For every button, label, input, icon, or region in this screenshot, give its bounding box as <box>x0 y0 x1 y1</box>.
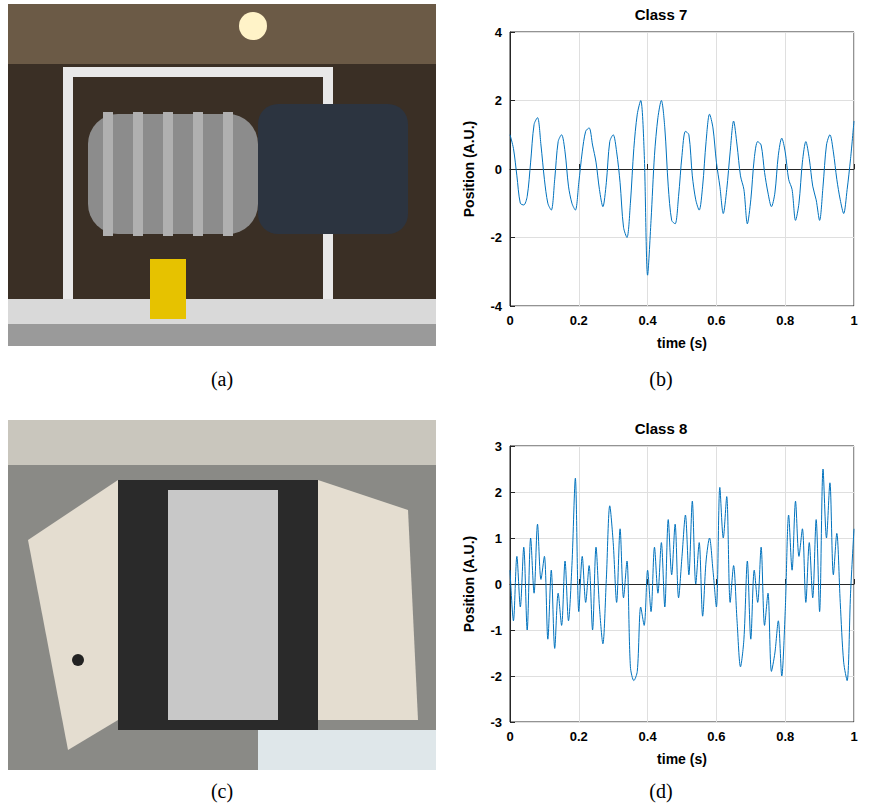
html-text:(c): (c) <box>210 780 234 802</box>
html-text:(b): (b) <box>649 368 673 390</box>
svg-text:0.8: 0.8 <box>776 313 794 328</box>
svg-text:0: 0 <box>495 162 502 177</box>
svg-text:0.6: 0.6 <box>707 729 725 744</box>
svg-text:0.4: 0.4 <box>639 313 658 328</box>
svg-text:-1: -1 <box>490 623 502 638</box>
html-text:(d): (d) <box>649 780 673 802</box>
svg-text:1: 1 <box>850 313 857 328</box>
svg-text:Position (A.U.): Position (A.U.) <box>461 536 477 632</box>
svg-text:-3: -3 <box>490 715 502 730</box>
svg-text:2: 2 <box>495 485 502 500</box>
svg-text:-2: -2 <box>490 669 502 684</box>
svg-text:2: 2 <box>495 93 502 108</box>
svg-text:0.4: 0.4 <box>639 729 658 744</box>
svg-text:Class 7: Class 7 <box>635 6 688 23</box>
svg-text:0: 0 <box>506 313 513 328</box>
svg-text:Position (A.U.): Position (A.U.) <box>461 121 477 217</box>
svg-text:0.8: 0.8 <box>776 729 794 744</box>
html-text:(a): (a) <box>210 368 234 390</box>
svg-text:time (s): time (s) <box>657 335 707 351</box>
svg-text:1: 1 <box>850 729 857 744</box>
svg-text:Class 8: Class 8 <box>635 420 688 437</box>
svg-text:0.6: 0.6 <box>707 313 725 328</box>
svg-text:time (s): time (s) <box>657 751 707 767</box>
svg-text:-2: -2 <box>490 230 502 245</box>
svg-text:0: 0 <box>506 729 513 744</box>
svg-text:0.2: 0.2 <box>570 729 588 744</box>
svg-text:0.2: 0.2 <box>570 313 588 328</box>
svg-text:-4: -4 <box>490 299 502 314</box>
svg-text:3: 3 <box>495 439 502 454</box>
svg-text:4: 4 <box>495 25 503 40</box>
svg-text:1: 1 <box>495 531 502 546</box>
svg-text:0: 0 <box>495 577 502 592</box>
